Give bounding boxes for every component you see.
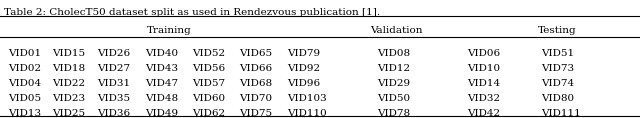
Text: VID26: VID26 [97,49,131,58]
Text: VID05: VID05 [8,94,41,103]
Text: VID60: VID60 [192,94,225,103]
Text: VID96: VID96 [287,79,320,88]
Text: VID70: VID70 [239,94,273,103]
Text: VID04: VID04 [8,79,41,88]
Text: VID111: VID111 [541,109,580,118]
Text: VID35: VID35 [97,94,131,103]
Text: VID36: VID36 [97,109,131,118]
Text: VID65: VID65 [239,49,273,58]
Text: VID18: VID18 [52,64,86,73]
Text: VID25: VID25 [52,109,86,118]
Text: VID08: VID08 [378,49,411,58]
Text: VID78: VID78 [378,109,411,118]
Text: VID62: VID62 [192,109,225,118]
Text: VID47: VID47 [145,79,178,88]
Text: Table 2: CholecT50 dataset split as used in Rendezvous publication [1].: Table 2: CholecT50 dataset split as used… [4,8,380,17]
Text: VID80: VID80 [541,94,574,103]
Text: VID06: VID06 [467,49,500,58]
Text: Validation: Validation [371,26,423,35]
Text: VID56: VID56 [192,64,225,73]
Text: VID14: VID14 [467,79,500,88]
Text: VID48: VID48 [145,94,178,103]
Text: VID66: VID66 [239,64,273,73]
Text: VID12: VID12 [378,64,411,73]
Text: VID42: VID42 [467,109,500,118]
Text: VID92: VID92 [287,64,320,73]
Text: VID49: VID49 [145,109,178,118]
Text: VID51: VID51 [541,49,574,58]
Text: VID75: VID75 [239,109,273,118]
Text: VID43: VID43 [145,64,178,73]
Text: VID57: VID57 [192,79,225,88]
Text: VID40: VID40 [145,49,178,58]
Text: VID103: VID103 [287,94,326,103]
Text: VID31: VID31 [97,79,131,88]
Text: VID32: VID32 [467,94,500,103]
Text: VID23: VID23 [52,94,86,103]
Text: VID50: VID50 [378,94,411,103]
Text: VID22: VID22 [52,79,86,88]
Text: VID10: VID10 [467,64,500,73]
Text: VID68: VID68 [239,79,273,88]
Text: VID01: VID01 [8,49,41,58]
Text: VID52: VID52 [192,49,225,58]
Text: VID79: VID79 [287,49,320,58]
Text: VID15: VID15 [52,49,86,58]
Text: VID02: VID02 [8,64,41,73]
Text: VID73: VID73 [541,64,574,73]
Text: Testing: Testing [538,26,576,35]
Text: VID27: VID27 [97,64,131,73]
Text: VID29: VID29 [378,79,411,88]
Text: VID74: VID74 [541,79,574,88]
Text: VID110: VID110 [287,109,326,118]
Text: Training: Training [147,26,192,35]
Text: VID13: VID13 [8,109,41,118]
